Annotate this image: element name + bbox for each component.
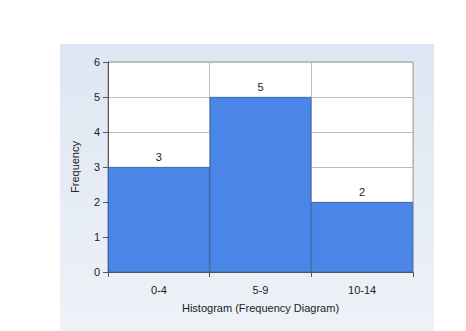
svg-text:10-14: 10-14 [348, 284, 376, 296]
svg-text:0: 0 [94, 266, 100, 278]
svg-text:1: 1 [94, 231, 100, 243]
svg-text:5: 5 [94, 91, 100, 103]
svg-text:Histogram (Frequency Diagram): Histogram (Frequency Diagram) [182, 302, 339, 314]
svg-text:3: 3 [94, 161, 100, 173]
svg-text:2: 2 [94, 196, 100, 208]
svg-text:0-4: 0-4 [151, 284, 167, 296]
svg-text:4: 4 [94, 126, 100, 138]
svg-text:2: 2 [359, 186, 365, 198]
svg-text:3: 3 [156, 151, 162, 163]
svg-text:Frequency: Frequency [69, 141, 81, 193]
svg-text:6: 6 [94, 56, 100, 68]
svg-text:5-9: 5-9 [253, 284, 269, 296]
svg-text:5: 5 [257, 81, 263, 93]
